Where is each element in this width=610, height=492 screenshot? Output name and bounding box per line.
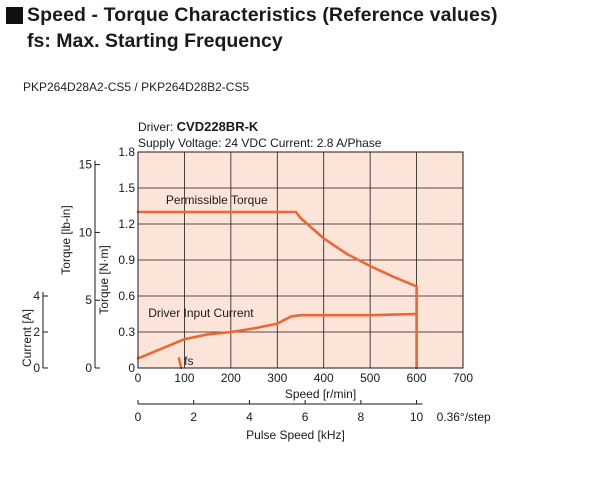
x-tick-label: 0: [135, 371, 142, 385]
permissible-torque-line: [136, 210, 418, 370]
model-label: PKP264D28A2-CS5 / PKP264D28B2-CS5: [23, 80, 250, 94]
y-tick-label: 1.8: [118, 145, 135, 159]
y2-tick-label: 10: [79, 225, 93, 239]
page-title: Speed - Torque Characteristics (Referenc…: [27, 4, 498, 26]
y-tick-label: 0: [128, 361, 135, 375]
y2-tick-label: 5: [85, 293, 92, 307]
x-tick-label: 300: [267, 371, 287, 385]
x2-tick-label: 8: [358, 410, 365, 424]
x2-tick-label: 6: [302, 410, 309, 424]
x-tick-label: 200: [221, 371, 241, 385]
y3-tick-label: 2: [33, 325, 40, 339]
plot-frame: [137, 151, 464, 369]
x2-tick-label: 0: [135, 410, 142, 424]
fs-marker: [177, 357, 183, 370]
y-tick-label: 1.5: [118, 181, 135, 195]
y2-tick-label: 15: [79, 158, 93, 172]
driver-label: Driver: CVD228BR-K: [138, 119, 259, 134]
x-tick-label: 500: [360, 371, 380, 385]
x-axis-label: Speed [r/min]: [285, 387, 356, 401]
y-tick-label: 0.3: [118, 325, 135, 339]
driver-name: CVD228BR-K: [177, 119, 259, 134]
y3-axis-label: Current [A]: [20, 309, 34, 367]
x2-axis-label: Pulse Speed [kHz]: [246, 428, 345, 442]
x2-tick-label: 4: [246, 410, 253, 424]
y3-tick-label: 0: [33, 361, 40, 375]
x-tick-label: 100: [174, 371, 194, 385]
x-tick-label: 600: [407, 371, 427, 385]
y3-tick-label: 4: [33, 289, 40, 303]
permissible-torque-label: Permissible Torque: [166, 193, 268, 207]
driver-prefix: Driver:: [138, 120, 177, 134]
x2-tick-label: 2: [190, 410, 197, 424]
fs-label: fs: [184, 354, 193, 368]
y-tick-label: 0.9: [118, 253, 135, 267]
y2-axis-label: Torque [lb-in]: [59, 205, 73, 274]
x2-axis-note: 0.36°/step: [437, 410, 491, 424]
header: Speed - Torque Characteristics (Referenc…: [6, 4, 498, 53]
page-subtitle: fs: Max. Starting Frequency: [27, 30, 283, 52]
driver-input-current-line: [136, 312, 418, 360]
y2-tick-label: 0: [85, 361, 92, 375]
y-tick-label: 1.2: [118, 217, 135, 231]
conditions-label: Supply Voltage: 24 VDC Current: 2.8 A/Ph…: [138, 136, 382, 150]
driver-input-current-label: Driver Input Current: [148, 306, 254, 320]
x-tick-label: 400: [314, 371, 334, 385]
title-bullet-icon: [6, 7, 23, 24]
y-tick-label: 0.6: [118, 289, 135, 303]
x-tick-label: 700: [453, 371, 473, 385]
title-row: Speed - Torque Characteristics (Referenc…: [6, 4, 498, 27]
x2-tick-label: 10: [410, 410, 424, 424]
y-axis-label: Torque [N·m]: [97, 245, 111, 314]
